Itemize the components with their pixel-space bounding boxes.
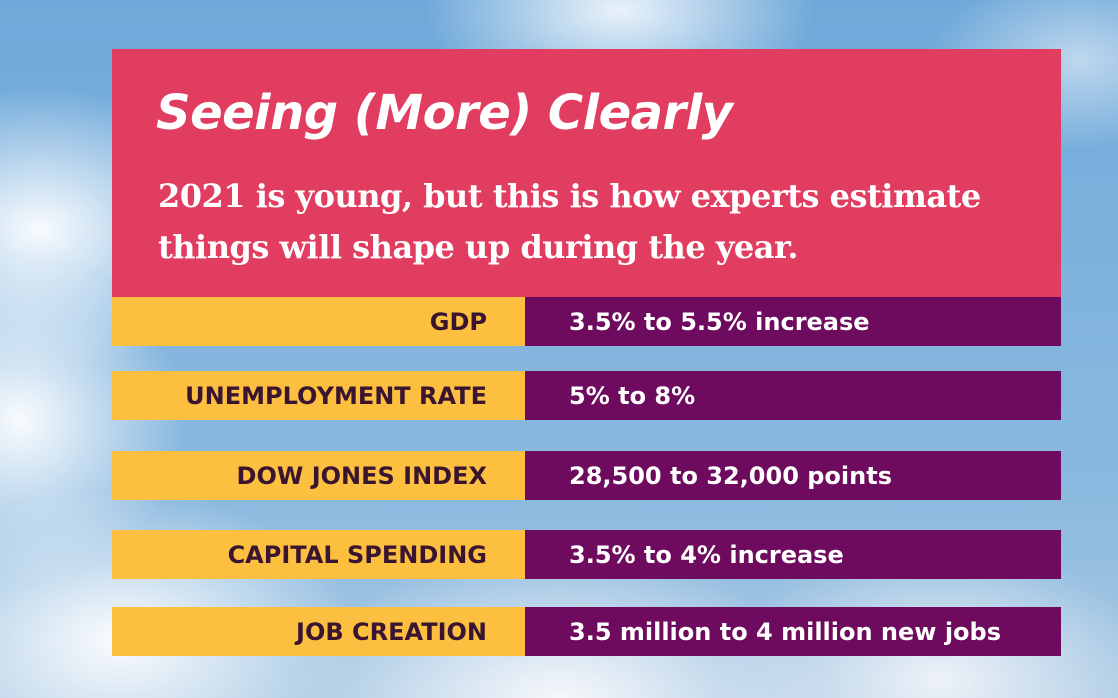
stat-value: 28,500 to 32,000 points bbox=[525, 451, 1061, 500]
stat-value: 3.5% to 4% increase bbox=[525, 530, 1061, 579]
header-panel: Seeing (More) Clearly 2021 is young, but… bbox=[112, 49, 1061, 297]
stat-label: DOW JONES INDEX bbox=[112, 451, 525, 500]
stat-row-unemployment-rate: UNEMPLOYMENT RATE 5% to 8% bbox=[112, 371, 1061, 420]
stat-row-dow-jones-index: DOW JONES INDEX 28,500 to 32,000 points bbox=[112, 451, 1061, 500]
headline: Seeing (More) Clearly bbox=[156, 85, 733, 141]
stat-row-job-creation: JOB CREATION 3.5 million to 4 million ne… bbox=[112, 607, 1061, 656]
stat-label: GDP bbox=[112, 297, 525, 346]
stat-row-gdp: GDP 3.5% to 5.5% increase bbox=[112, 297, 1061, 346]
stat-row-capital-spending: CAPITAL SPENDING 3.5% to 4% increase bbox=[112, 530, 1061, 579]
stat-label: CAPITAL SPENDING bbox=[112, 530, 525, 579]
stat-label: JOB CREATION bbox=[112, 607, 525, 656]
stat-value: 3.5 million to 4 million new jobs bbox=[525, 607, 1061, 656]
subheadline: 2021 is young, but this is how experts e… bbox=[158, 177, 981, 266]
stat-label: UNEMPLOYMENT RATE bbox=[112, 371, 525, 420]
stat-value: 5% to 8% bbox=[525, 371, 1061, 420]
stat-value: 3.5% to 5.5% increase bbox=[525, 297, 1061, 346]
